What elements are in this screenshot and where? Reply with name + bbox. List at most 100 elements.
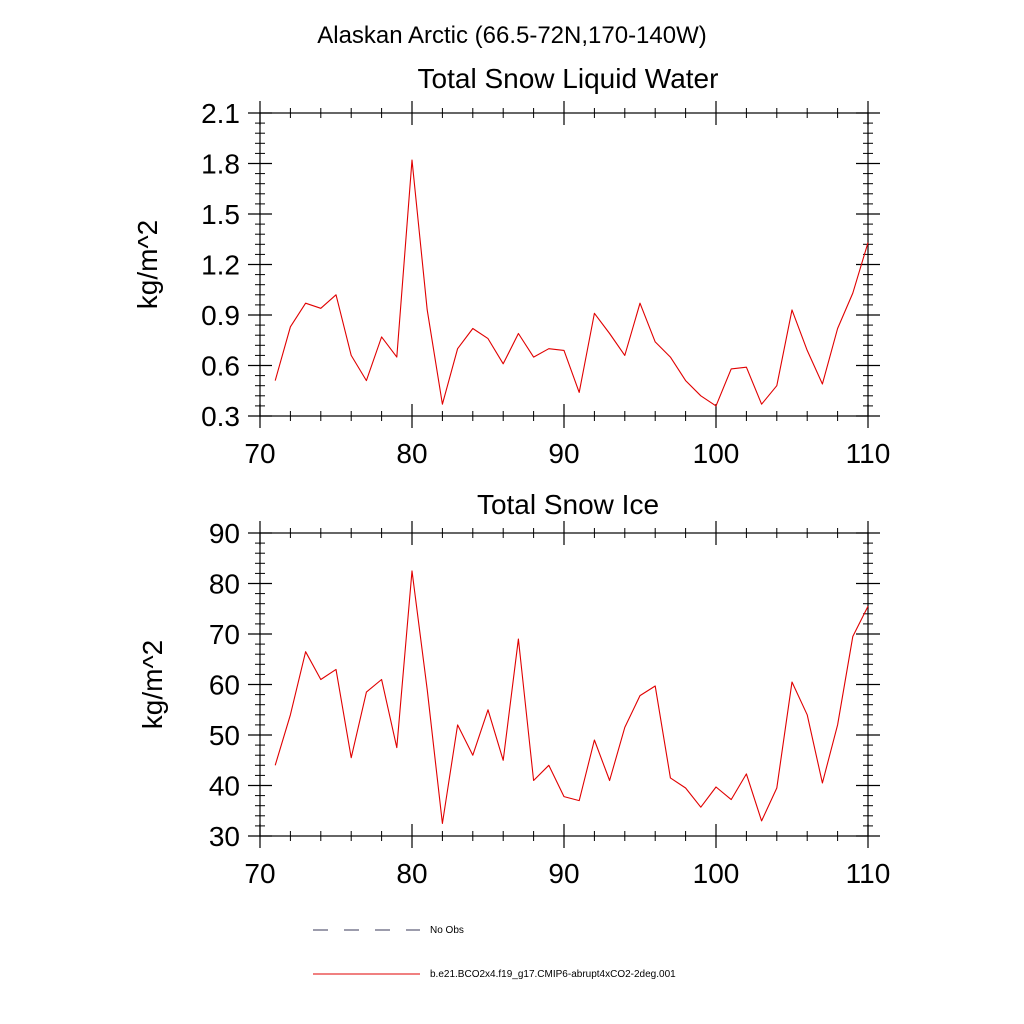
- data-point: [471, 327, 474, 330]
- data-point: [791, 680, 794, 683]
- data-point: [806, 713, 809, 716]
- data-point: [304, 302, 307, 305]
- data-point: [441, 403, 444, 406]
- data-point: [715, 786, 718, 789]
- data-point: [365, 691, 368, 694]
- x-tick-label: 110: [846, 438, 891, 469]
- y-tick-label: 50: [209, 720, 240, 751]
- data-point: [608, 779, 611, 782]
- data-point: [623, 726, 626, 729]
- x-tick-label: 70: [244, 438, 275, 469]
- data-point: [578, 799, 581, 802]
- y-tick-label: 0.6: [201, 351, 240, 382]
- y-tick-label: 0.3: [201, 401, 240, 432]
- data-point: [699, 806, 702, 809]
- panel-snow-liquid-water: Total Snow Liquid Water kg/m^2 70 80 90 100 11…: [132, 63, 890, 469]
- data-point: [563, 349, 566, 352]
- data-point: [760, 819, 763, 822]
- data-point: [851, 635, 854, 638]
- data-point: [730, 798, 733, 801]
- data-point: [289, 325, 292, 328]
- data-point: [274, 379, 277, 382]
- data-point: [426, 308, 429, 311]
- data-point: [532, 356, 535, 359]
- y-tick-label: 2.1: [201, 98, 240, 129]
- data-point: [836, 723, 839, 726]
- x-tick-label: 90: [548, 858, 579, 889]
- y-tick-label: 80: [209, 569, 240, 600]
- data-point: [547, 347, 550, 350]
- data-point: [335, 668, 338, 671]
- data-point: [775, 384, 778, 387]
- data-point: [411, 569, 414, 572]
- x-tick-label: 100: [693, 438, 740, 469]
- data-point: [684, 787, 687, 790]
- panel-snow-ice: Total Snow Ice kg/m^2 70 80 90 100 110 30 40 50 60…: [137, 489, 890, 889]
- data-point: [335, 293, 338, 296]
- y-tick-label: 1.5: [201, 199, 240, 230]
- data-point: [608, 332, 611, 335]
- data-point: [274, 764, 277, 767]
- panel-title: Total Snow Ice: [477, 489, 659, 520]
- data-point: [806, 349, 809, 352]
- data-point: [532, 779, 535, 782]
- data-point: [471, 754, 474, 757]
- x-tick-label: 80: [396, 858, 427, 889]
- data-point: [547, 764, 550, 767]
- data-point: [791, 308, 794, 311]
- data-point: [639, 694, 642, 697]
- data-point: [867, 605, 870, 608]
- y-axis-label: kg/m^2: [132, 220, 163, 309]
- data-point: [319, 678, 322, 681]
- data-point: [517, 332, 520, 335]
- data-point: [487, 337, 490, 340]
- x-tick-label: 100: [693, 858, 740, 889]
- data-point: [851, 292, 854, 295]
- data-point: [304, 650, 307, 653]
- data-point: [836, 327, 839, 330]
- data-point: [517, 638, 520, 641]
- legend: No Obs b.e21.BCO2x4.f19_g17.CMIP6-abrupt…: [313, 925, 676, 980]
- y-tick-label: 1.2: [201, 250, 240, 281]
- data-point: [821, 383, 824, 386]
- data-point: [380, 335, 383, 338]
- data-point: [411, 159, 414, 162]
- data-point: [669, 356, 672, 359]
- data-point: [699, 394, 702, 397]
- y-tick-label: 1.8: [201, 149, 240, 180]
- legend-label-model: b.e21.BCO2x4.f19_g17.CMIP6-abrupt4xCO2-2…: [430, 969, 676, 980]
- data-point: [395, 356, 398, 359]
- data-point: [654, 340, 657, 343]
- data-point: [502, 362, 505, 365]
- data-point: [487, 708, 490, 711]
- data-point: [456, 723, 459, 726]
- data-point: [593, 312, 596, 315]
- x-tick-label: 80: [396, 438, 427, 469]
- series-line: [274, 159, 869, 407]
- x-tick-label: 90: [548, 438, 579, 469]
- data-point: [365, 379, 368, 382]
- x-tick-label: 70: [244, 858, 275, 889]
- y-tick-label: 70: [209, 619, 240, 650]
- plot-frame: [259, 112, 869, 417]
- y-tick-label: 40: [209, 771, 240, 802]
- data-point: [760, 403, 763, 406]
- data-point: [745, 366, 748, 369]
- data-point: [502, 759, 505, 762]
- y-axis-label: kg/m^2: [137, 640, 168, 729]
- data-point: [456, 347, 459, 350]
- data-point: [623, 354, 626, 357]
- y-tick-label: 90: [209, 518, 240, 549]
- series-line: [274, 570, 869, 824]
- data-point: [745, 772, 748, 775]
- data-point: [426, 688, 429, 691]
- y-tick-label: 0.9: [201, 300, 240, 331]
- data-point: [380, 678, 383, 681]
- data-point: [730, 367, 733, 370]
- data-point: [289, 713, 292, 716]
- figure-title: Alaskan Arctic (66.5-72N,170-140W): [317, 22, 707, 49]
- data-point: [654, 685, 657, 688]
- y-tick-label: 30: [209, 821, 240, 852]
